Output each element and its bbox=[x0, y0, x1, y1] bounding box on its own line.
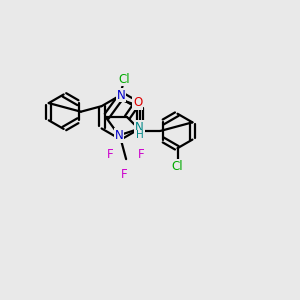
Text: N: N bbox=[136, 122, 145, 135]
Text: H: H bbox=[136, 130, 143, 140]
Text: Cl: Cl bbox=[118, 73, 130, 86]
Text: N: N bbox=[135, 121, 144, 134]
Text: F: F bbox=[138, 148, 145, 161]
Text: Cl: Cl bbox=[172, 160, 183, 172]
Text: O: O bbox=[133, 96, 142, 109]
Text: F: F bbox=[107, 148, 114, 161]
Text: F: F bbox=[121, 168, 128, 181]
Text: N: N bbox=[115, 129, 123, 142]
Text: N: N bbox=[116, 88, 125, 101]
